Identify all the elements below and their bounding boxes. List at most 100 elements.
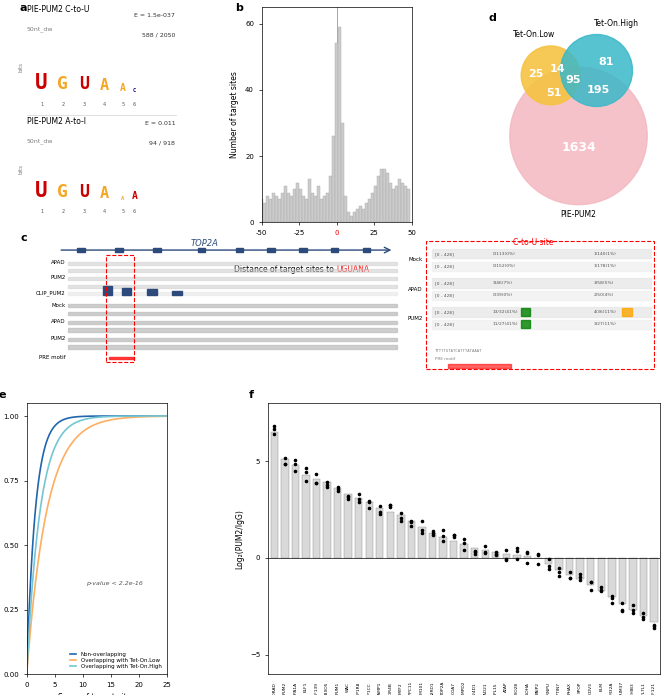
Text: SEPTIN7: SEPTIN7 xyxy=(557,682,561,695)
Bar xyxy=(103,286,112,295)
Text: BLM: BLM xyxy=(599,682,603,691)
Bar xyxy=(317,186,320,222)
Point xyxy=(480,546,491,557)
Point xyxy=(554,562,564,573)
Text: [0 - 428]: [0 - 428] xyxy=(436,281,454,285)
Bar xyxy=(263,202,266,222)
Point xyxy=(438,525,448,536)
Point xyxy=(406,516,417,527)
Bar xyxy=(640,558,647,616)
Point xyxy=(512,546,522,557)
Point xyxy=(385,500,396,511)
Bar xyxy=(342,123,344,222)
Text: Tet-On.Low: Tet-On.Low xyxy=(513,31,556,40)
Bar xyxy=(344,196,347,222)
Y-axis label: Log₂(PUM2/lgG): Log₂(PUM2/lgG) xyxy=(235,509,245,569)
Point xyxy=(269,428,279,439)
Text: NORAD: NORAD xyxy=(272,682,276,695)
Bar xyxy=(172,291,182,295)
Point xyxy=(343,493,354,505)
Overlapping with Tet-On.High xyxy=(106,412,114,420)
Bar xyxy=(362,209,365,222)
Text: 95: 95 xyxy=(566,75,582,85)
Bar xyxy=(450,541,458,558)
Circle shape xyxy=(560,35,632,106)
Non-overlapping xyxy=(106,412,114,420)
Point xyxy=(596,585,606,596)
Text: 0/39(0%): 0/39(0%) xyxy=(492,293,512,297)
Bar xyxy=(344,494,352,558)
Y-axis label: Number of target sites: Number of target sites xyxy=(231,71,239,158)
Point xyxy=(448,530,459,541)
Bar xyxy=(482,550,489,558)
Non-overlapping xyxy=(89,412,97,420)
Text: E = 1.5e-037: E = 1.5e-037 xyxy=(134,13,175,18)
Text: 5: 5 xyxy=(121,209,124,215)
Text: ELF1: ELF1 xyxy=(304,682,308,692)
Legend: Non-overlapping, Overlapping with Tet-On.Low, Overlapping with Tet-On.High: Non-overlapping, Overlapping with Tet-On… xyxy=(67,650,164,671)
Bar xyxy=(266,196,269,222)
Text: WAC: WAC xyxy=(346,682,350,692)
Bar xyxy=(68,311,398,315)
Bar xyxy=(332,136,335,222)
Point xyxy=(279,458,290,469)
Bar xyxy=(408,521,415,558)
Point xyxy=(522,557,533,569)
Bar xyxy=(404,186,407,222)
Point xyxy=(490,550,501,561)
Point xyxy=(596,584,606,596)
Text: APAD: APAD xyxy=(51,260,66,265)
Text: PIE-PUM2 A-to-I: PIE-PUM2 A-to-I xyxy=(27,117,85,126)
Bar xyxy=(287,193,290,222)
Point xyxy=(406,521,417,532)
Bar xyxy=(326,193,329,222)
Bar xyxy=(77,248,85,252)
Bar xyxy=(334,489,342,558)
Point xyxy=(427,525,438,536)
Text: PHAX: PHAX xyxy=(568,682,572,694)
Point xyxy=(374,508,385,519)
Bar xyxy=(524,556,531,558)
Point xyxy=(343,491,354,502)
Point xyxy=(533,549,544,560)
Point xyxy=(649,619,660,630)
Point xyxy=(501,553,512,564)
Point xyxy=(575,574,586,585)
Bar xyxy=(269,199,272,222)
Text: A: A xyxy=(121,196,124,201)
Point xyxy=(374,507,385,518)
Text: d: d xyxy=(488,13,496,22)
Point xyxy=(617,604,628,615)
Bar xyxy=(521,320,530,328)
Bar xyxy=(272,193,275,222)
Text: 2: 2 xyxy=(61,101,64,107)
Text: U: U xyxy=(79,75,89,93)
Point xyxy=(522,548,533,559)
Text: U: U xyxy=(35,181,48,201)
Point xyxy=(512,543,522,554)
Text: PUM2: PUM2 xyxy=(51,336,66,341)
Bar xyxy=(355,498,362,558)
Text: 195: 195 xyxy=(586,85,610,95)
Point xyxy=(628,605,638,616)
Point xyxy=(617,605,628,616)
Text: 4: 4 xyxy=(103,101,106,107)
Text: 3/27(11%): 3/27(11%) xyxy=(594,322,616,326)
Text: LOHA: LOHA xyxy=(526,682,530,694)
Text: 3: 3 xyxy=(82,209,85,215)
Bar xyxy=(153,248,161,252)
Text: 0/152(0%): 0/152(0%) xyxy=(492,264,516,268)
Bar xyxy=(387,512,394,558)
Text: 14: 14 xyxy=(550,64,565,74)
Point xyxy=(554,570,564,581)
Bar xyxy=(513,555,520,558)
Point xyxy=(628,599,638,610)
Bar xyxy=(336,43,338,222)
Bar xyxy=(576,558,584,580)
Text: 1: 1 xyxy=(40,209,43,215)
Point xyxy=(417,528,428,539)
Text: 51: 51 xyxy=(546,88,562,99)
Bar xyxy=(305,199,308,222)
Point xyxy=(459,544,470,555)
Text: 588 / 2050: 588 / 2050 xyxy=(142,33,175,38)
